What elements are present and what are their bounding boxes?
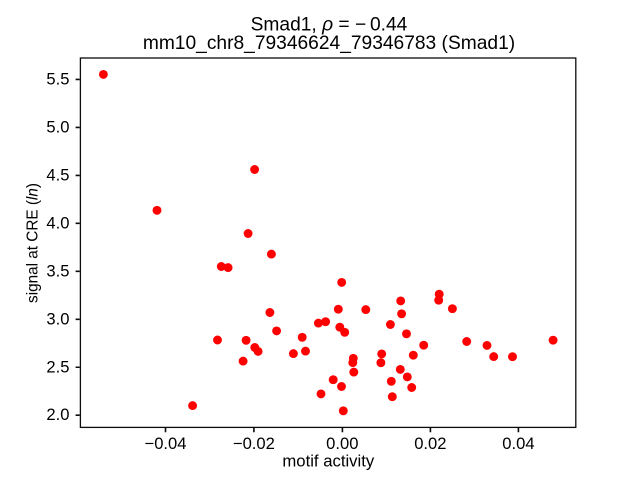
svg-text:signal at CRE (ln): signal at CRE (ln) (25, 183, 42, 303)
svg-text:0.00: 0.00 (326, 434, 358, 453)
svg-text:0.04: 0.04 (502, 434, 534, 453)
svg-text:0.02: 0.02 (414, 434, 446, 453)
svg-text:3.0: 3.0 (46, 309, 69, 328)
svg-text:2.5: 2.5 (46, 357, 69, 376)
svg-text:−0.04: −0.04 (145, 434, 187, 453)
svg-text:3.5: 3.5 (46, 261, 69, 280)
svg-text:−0.02: −0.02 (233, 434, 275, 453)
svg-text:motif activity: motif activity (282, 451, 374, 470)
svg-text:4.5: 4.5 (46, 166, 69, 185)
svg-text:Smad1, ρ = − 0.44: Smad1, ρ = − 0.44 (251, 15, 408, 36)
svg-text:2.0: 2.0 (46, 405, 69, 424)
svg-text:mm10_chr8_79346624_79346783 (S: mm10_chr8_79346624_79346783 (Smad1) (143, 33, 515, 54)
svg-text:5.5: 5.5 (46, 70, 69, 89)
svg-text:5.0: 5.0 (46, 118, 69, 137)
svg-text:4.0: 4.0 (46, 213, 69, 232)
